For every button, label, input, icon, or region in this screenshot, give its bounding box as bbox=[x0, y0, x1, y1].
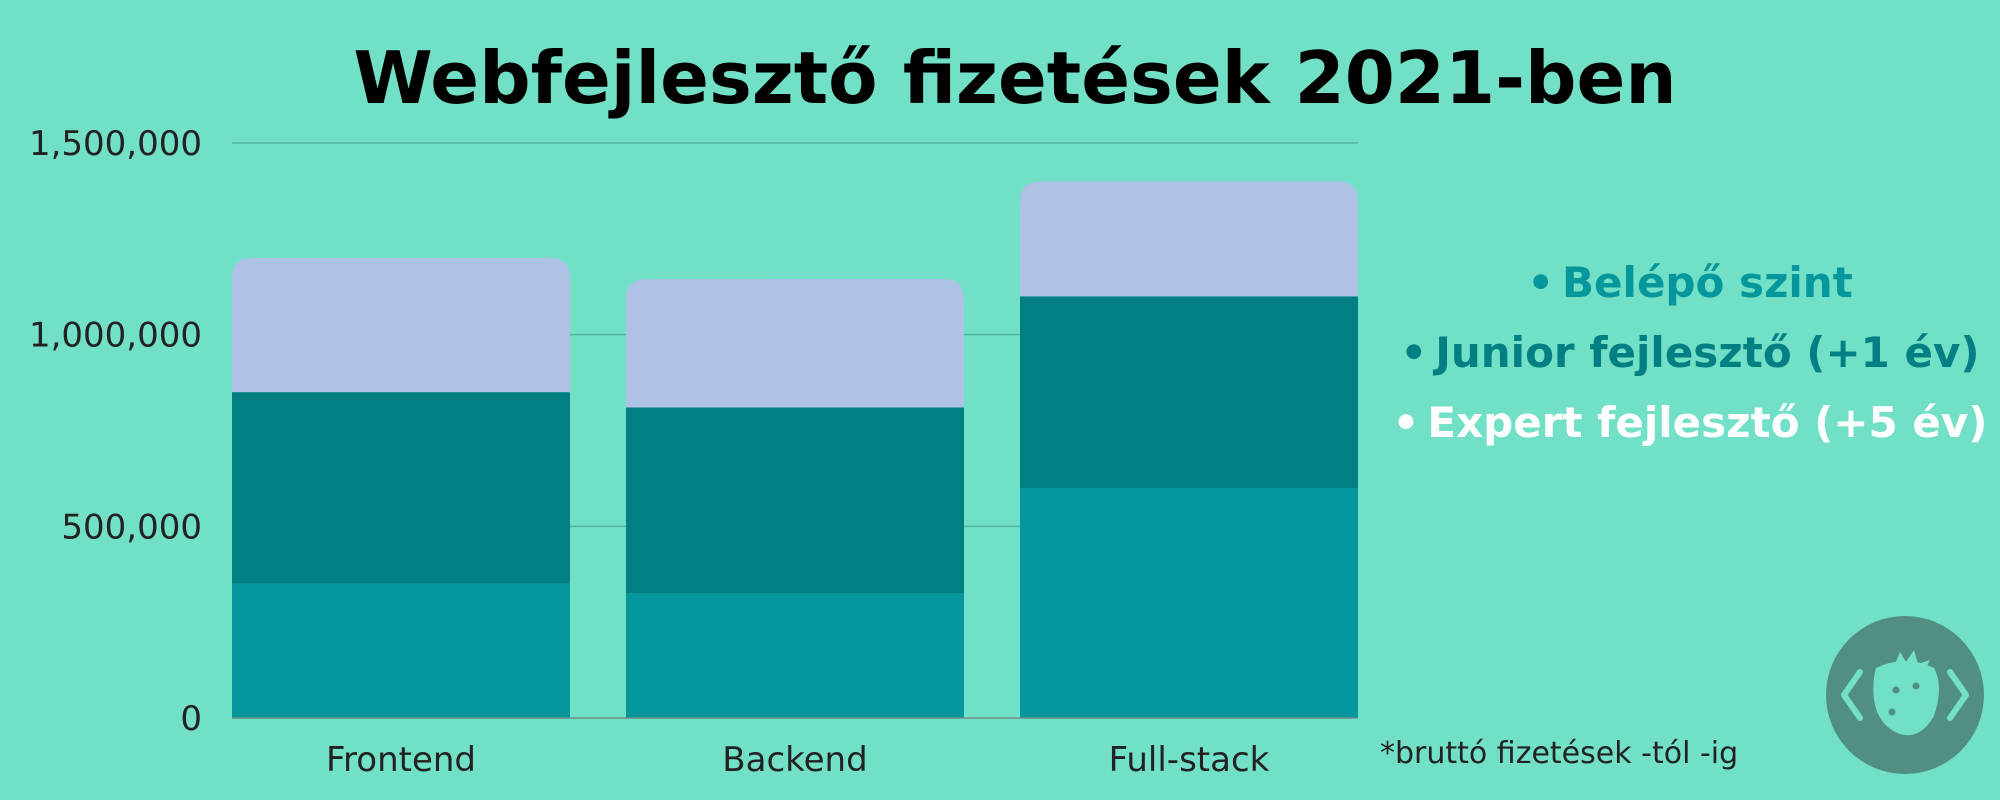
legend-label-junior: Junior fejlesztő (+1 év) bbox=[1435, 328, 1980, 377]
legend-item-entry: • Belépő szint bbox=[1380, 248, 2000, 318]
x-tick-label: Full-stack bbox=[1109, 740, 1270, 780]
bar-segment bbox=[1020, 488, 1358, 718]
y-tick-label: 500,000 bbox=[61, 507, 202, 547]
bar-segment bbox=[1020, 181, 1358, 297]
bar-segment bbox=[232, 392, 570, 584]
footnote: *bruttó fizetések -tól -ig bbox=[1380, 736, 1739, 771]
legend: • Belépő szint • Junior fejlesztő (+1 év) … bbox=[1380, 248, 2000, 458]
legend-item-junior: • Junior fejlesztő (+1 év) bbox=[1380, 318, 2000, 388]
bar-chart: 0 500,000 1,000,000 1,500,000 Frontend Backen… bbox=[29, 124, 1358, 780]
strawberry-code-icon bbox=[1826, 616, 1984, 774]
x-tick-label: Frontend bbox=[326, 740, 476, 780]
legend-bullet: • bbox=[1392, 398, 1420, 447]
chart-title: Webfejlesztő fizetések 2021-ben bbox=[353, 36, 1677, 120]
legend-bullet: • bbox=[1400, 328, 1428, 377]
legend-item-expert: • Expert fejlesztő (+5 év) bbox=[1380, 388, 2000, 458]
chevron-left-icon bbox=[1841, 669, 1863, 721]
bar-segment bbox=[626, 593, 964, 718]
x-tick-label: Backend bbox=[722, 740, 867, 780]
strawberry-body bbox=[1873, 661, 1939, 736]
strawberry-seed bbox=[1892, 686, 1900, 694]
legend-label-expert: Expert fejlesztő (+5 év) bbox=[1427, 398, 1988, 447]
y-tick-label: 1,500,000 bbox=[29, 124, 202, 164]
y-tick-label: 1,000,000 bbox=[29, 316, 202, 356]
strawberry-seed bbox=[1888, 708, 1896, 716]
strawberry-leaves bbox=[1894, 650, 1930, 672]
strawberry-seed bbox=[1912, 682, 1920, 690]
bar-segment bbox=[626, 279, 964, 408]
y-tick-label: 0 bbox=[180, 699, 202, 739]
chevron-right-icon bbox=[1947, 669, 1969, 721]
bar-segment bbox=[232, 583, 570, 718]
legend-bullet: • bbox=[1527, 258, 1555, 307]
legend-label-entry: Belépő szint bbox=[1562, 258, 1853, 307]
bar-segment bbox=[232, 258, 570, 393]
bar-segment bbox=[1020, 296, 1358, 488]
bar-segment bbox=[626, 407, 964, 594]
